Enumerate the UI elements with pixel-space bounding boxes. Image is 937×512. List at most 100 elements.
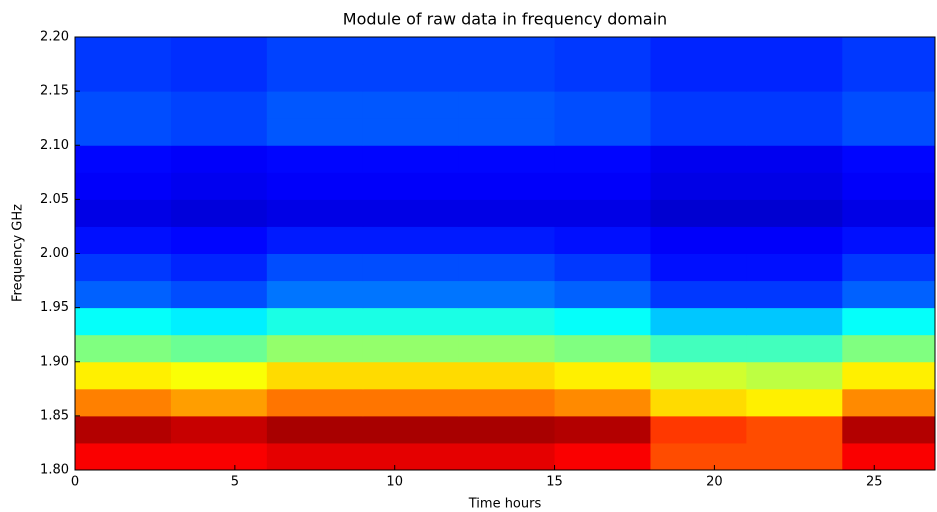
heatmap-cell — [458, 253, 556, 282]
heatmap-cell — [362, 388, 460, 417]
heatmap-cell — [458, 307, 556, 336]
heatmap-cell — [362, 361, 460, 390]
heatmap-cell — [650, 415, 747, 444]
heatmap-cell — [170, 280, 268, 309]
heatmap-cell — [458, 280, 556, 309]
heatmap-cell — [170, 64, 268, 92]
heatmap-cell — [650, 91, 747, 119]
heatmap-cell — [650, 118, 747, 146]
heatmap-cell — [458, 172, 556, 200]
heatmap-cell — [458, 145, 556, 173]
heatmap-cell — [75, 280, 172, 309]
heatmap-cell — [842, 307, 936, 336]
heatmap-cell — [746, 307, 843, 336]
heatmap-cell — [650, 361, 747, 390]
heatmap-cell — [746, 37, 843, 65]
x-tick-label: 15 — [546, 475, 563, 490]
heatmap-cell — [554, 145, 651, 173]
heatmap-cell — [362, 172, 460, 200]
heatmap-cell — [458, 118, 556, 146]
heatmap-cell — [842, 253, 936, 282]
heatmap-cell — [554, 64, 651, 92]
heatmap-cell — [746, 91, 843, 119]
heatmap-cell — [650, 280, 747, 309]
heatmap-cell — [170, 226, 268, 254]
heatmap-cell — [842, 145, 936, 173]
heatmap-cell — [650, 442, 747, 471]
heatmap-cell — [362, 118, 460, 146]
heatmap-cell — [170, 361, 268, 390]
heatmap-cell — [362, 226, 460, 254]
heatmap-cell — [842, 91, 936, 119]
heatmap-cell — [170, 334, 268, 363]
heatmap-cell — [842, 199, 936, 227]
heatmap-cell — [362, 442, 460, 471]
y-tick-label: 1.85 — [40, 408, 69, 423]
heatmap-cell — [458, 442, 556, 471]
x-tick-label: 25 — [866, 475, 883, 490]
heatmap-cell — [554, 388, 651, 417]
heatmap-cell — [266, 37, 364, 65]
heatmap-cell — [266, 145, 364, 173]
heatmap-cell — [458, 64, 556, 92]
heatmap-cell — [75, 118, 172, 146]
heatmap-cell — [266, 91, 364, 119]
heatmap-cell — [554, 91, 651, 119]
heatmap-cell — [266, 64, 364, 92]
chart-title: Module of raw data in frequency domain — [343, 10, 667, 29]
heatmap-cell — [842, 226, 936, 254]
heatmap-cell — [362, 307, 460, 336]
heatmap-cell — [746, 415, 843, 444]
heatmap-cell — [746, 145, 843, 173]
heatmap-cell — [554, 226, 651, 254]
heatmap-cell — [554, 307, 651, 336]
heatmap-cell — [170, 253, 268, 282]
heatmap-cell — [458, 37, 556, 65]
heatmap-cell — [842, 415, 936, 444]
heatmap-cell — [746, 226, 843, 254]
y-tick-label: 2.10 — [40, 138, 69, 153]
x-tick-label: 5 — [231, 475, 239, 490]
heatmap-cell — [362, 334, 460, 363]
heatmap-cell — [170, 307, 268, 336]
x-axis-label: Time hours — [468, 497, 542, 512]
heatmap-cell — [650, 388, 747, 417]
heatmap-cell — [650, 226, 747, 254]
heatmap-cell — [842, 172, 936, 200]
heatmap-cell — [554, 361, 651, 390]
heatmap-cell — [170, 442, 268, 471]
heatmap-cell — [458, 361, 556, 390]
heatmap-cell — [170, 37, 268, 65]
heatmap-cell — [746, 172, 843, 200]
heatmap-cell — [554, 253, 651, 282]
heatmap-cell — [842, 361, 936, 390]
heatmap-cell — [266, 253, 364, 282]
heatmap-cell — [650, 145, 747, 173]
y-tick-label: 1.90 — [40, 354, 69, 369]
heatmap-cell — [170, 388, 268, 417]
heatmap-cell — [75, 334, 172, 363]
heatmap-cell — [458, 334, 556, 363]
heatmap-cell — [266, 118, 364, 146]
y-tick-label: 1.95 — [40, 300, 69, 315]
heatmap-cell — [266, 280, 364, 309]
heatmap-cell — [650, 64, 747, 92]
heatmap-cell — [266, 307, 364, 336]
heatmap-cell — [746, 64, 843, 92]
heatmap-cell — [75, 145, 172, 173]
heatmap-cell — [362, 91, 460, 119]
heatmap-cell — [170, 415, 268, 444]
heatmap-cell — [554, 199, 651, 227]
heatmap-cell — [746, 361, 843, 390]
y-axis-label: Frequency GHz — [11, 204, 26, 302]
heatmap-cell — [650, 307, 747, 336]
y-tick-label: 2.15 — [40, 84, 69, 99]
heatmap-cell — [266, 199, 364, 227]
heatmap-cell — [650, 253, 747, 282]
heatmap-cell — [746, 199, 843, 227]
heatmap-cell — [170, 91, 268, 119]
heatmap-cell — [266, 388, 364, 417]
heatmap-cell — [75, 415, 172, 444]
heatmap-cell — [75, 226, 172, 254]
heatmap-cell — [362, 64, 460, 92]
